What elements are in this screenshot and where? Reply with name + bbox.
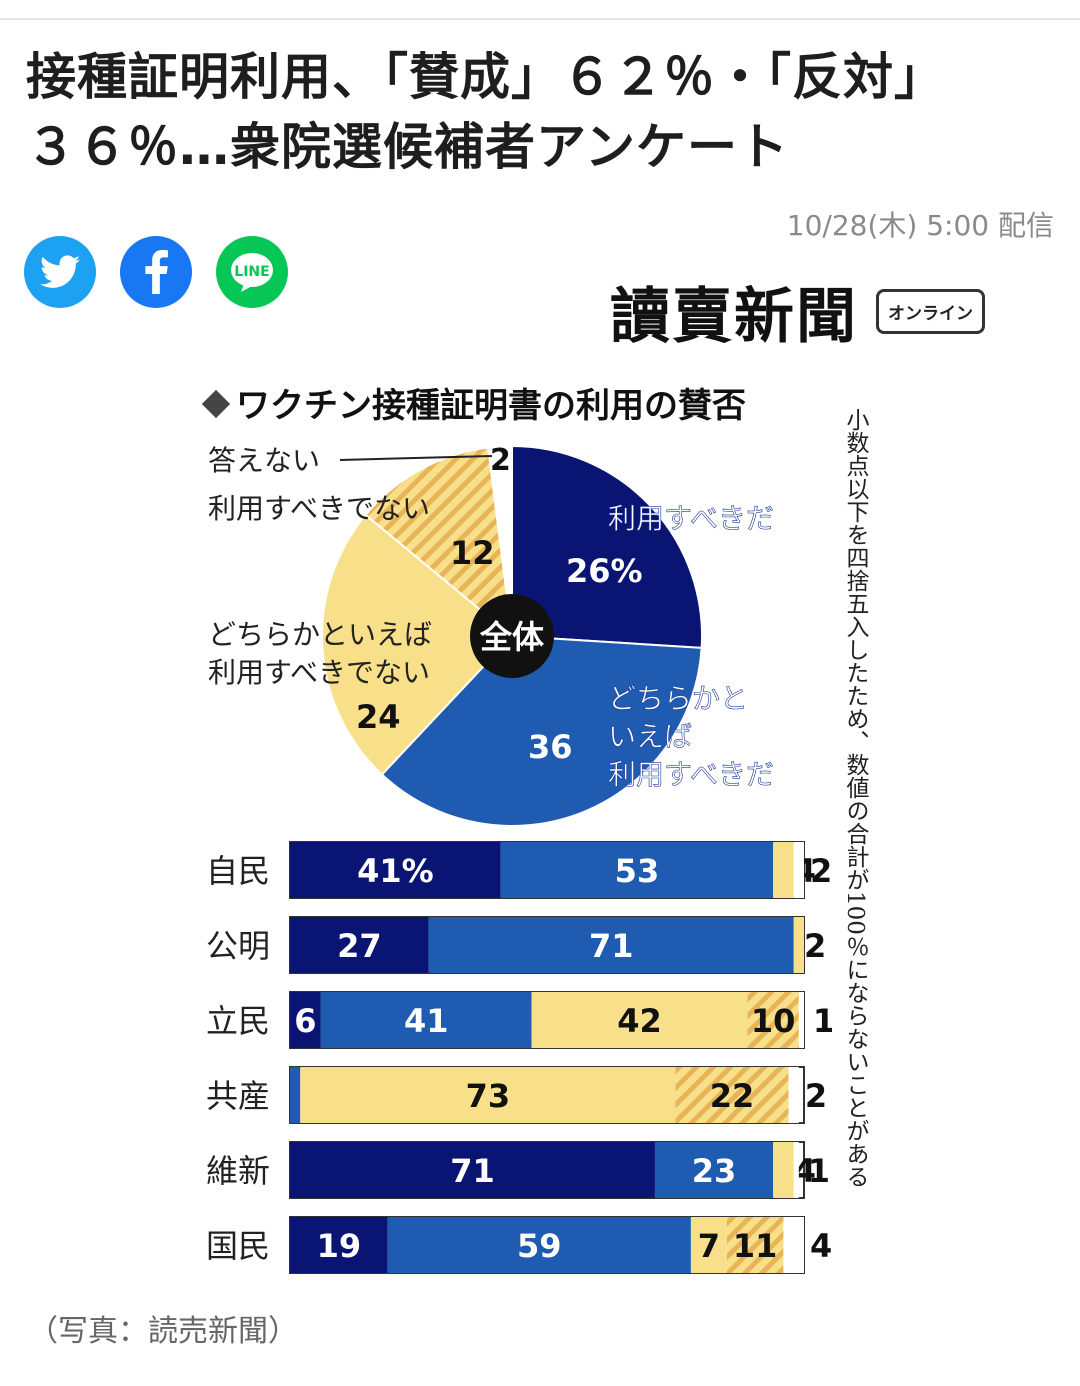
line-share-button[interactable]: LINE xyxy=(216,236,288,308)
pie-value-no-answer: 2 xyxy=(490,443,511,478)
pie-center-label: 全体 xyxy=(479,618,544,656)
bar-segment xyxy=(290,917,429,973)
headline-line-2: ３６％…衆院選候補者アンケート xyxy=(26,118,789,176)
bar-value-label: 11 xyxy=(733,1227,778,1265)
bar-value-label: 73 xyxy=(466,1077,511,1115)
bar-segment xyxy=(690,1217,727,1273)
facebook-share-button[interactable] xyxy=(120,236,192,308)
bar-value-label: 22 xyxy=(710,1077,755,1115)
party-label: 国民 xyxy=(206,1227,270,1265)
bar-segment xyxy=(500,842,774,898)
bar-segment xyxy=(793,842,804,898)
bar-value-label: 6 xyxy=(294,1002,316,1040)
pie-slice-should-not xyxy=(364,446,514,639)
bar-value-label: 53 xyxy=(615,852,660,890)
bar-segment xyxy=(747,992,799,1048)
bar-segment xyxy=(290,1217,388,1273)
bar-value-label: 7 xyxy=(698,1227,720,1265)
bar-value-label: 59 xyxy=(517,1227,562,1265)
bar-value-label: 2 xyxy=(805,1077,827,1115)
publisher-badge: オンライン xyxy=(876,289,985,334)
bar-value-label: 23 xyxy=(692,1152,737,1190)
bar-segment xyxy=(793,917,804,973)
publisher-logo: 讀賣新聞 xyxy=(610,282,858,352)
pie-value-should: 26% xyxy=(566,552,643,590)
pie-value-rather-should: 36 xyxy=(528,728,573,766)
article-figure[interactable]: ワクチン接種証明書の利用の賛否 答えない 2 利用すべきでない 12 どちらかと… xyxy=(200,372,876,1292)
pie-label-rather-should-3: 利用すべきだ xyxy=(608,758,774,791)
bar-value-label: 1 xyxy=(813,1002,832,1040)
bar-segment xyxy=(798,992,804,1048)
bar-segment xyxy=(793,1142,799,1198)
bar-value-label: 27 xyxy=(337,927,382,965)
pie-slice-no-answer xyxy=(487,444,513,637)
party-label: 維新 xyxy=(206,1152,270,1190)
bar-segment xyxy=(773,842,794,898)
bar-value-label: 41% xyxy=(357,852,434,890)
pie-slice-should xyxy=(511,444,703,649)
pie-slice-rather-should xyxy=(380,634,703,827)
bar-segment xyxy=(290,992,321,1048)
bar-value-label: 71 xyxy=(450,1152,495,1190)
bar-segment xyxy=(773,1142,794,1198)
bar-value-label: 71 xyxy=(589,927,634,965)
vaccine-certificate-chart: 答えない 2 利用すべきでない 12 どちらかといえば 利用すべきでない 24 … xyxy=(206,443,832,1274)
headline-line-1: 接種証明利用、「賛成」６２％・「反対」 xyxy=(26,48,945,106)
bar-value-label: 2 xyxy=(804,927,826,965)
bar-segment xyxy=(783,1217,804,1273)
figure-title-text: ワクチン接種証明書の利用の賛否 xyxy=(236,386,746,426)
bar-value-label: 1 xyxy=(808,1152,830,1190)
bar-value-label: 19 xyxy=(317,1227,362,1265)
publish-date: 10/28(木) 5:00 配信 xyxy=(786,209,1054,242)
bar-value-label: 10 xyxy=(751,1002,796,1040)
bar-segment xyxy=(428,917,794,973)
facebook-icon xyxy=(145,250,168,294)
party-label: 自民 xyxy=(206,852,270,890)
pie-label-rather-not-1: どちらかといえば xyxy=(208,618,432,651)
article-headline: 接種証明利用、「賛成」６２％・「反対」 ３６％…衆院選候補者アンケート xyxy=(26,42,1056,182)
pie-value-should-not: 12 xyxy=(450,534,495,572)
pie-value-rather-not: 24 xyxy=(356,698,401,736)
pie-label-rather-not-2: 利用すべきでない xyxy=(208,656,430,689)
pie-label-rather-should-1: どちらかと xyxy=(608,682,748,715)
pie-label-no-answer: 答えない xyxy=(208,444,320,477)
bar-value-label: 42 xyxy=(617,1002,662,1040)
bar-value-label: 4 xyxy=(794,1152,816,1190)
bar-value-label: 41 xyxy=(404,1002,449,1040)
line-icon: LINE xyxy=(231,253,273,292)
top-divider xyxy=(0,18,1080,20)
party-label: 立民 xyxy=(206,1002,270,1040)
bar-value-label: 4 xyxy=(810,1227,832,1265)
bar-segment xyxy=(290,1142,655,1198)
pie-label-should: 利用すべきだ xyxy=(608,502,774,535)
bar-segment xyxy=(320,992,532,1048)
bar-value-label: 2 xyxy=(810,852,832,890)
bar-segment xyxy=(788,1067,799,1123)
bar-segment xyxy=(290,1067,301,1123)
bar-segment xyxy=(387,1217,691,1273)
twitter-share-button[interactable] xyxy=(24,236,96,308)
party-label: 公明 xyxy=(206,927,270,965)
rounding-note: 小数点以下を四捨五入したため、数値の合計が100％にならないことがある xyxy=(842,408,868,1188)
figure-title: ワクチン接種証明書の利用の賛否 xyxy=(201,378,746,427)
no-answer-leader-line xyxy=(339,455,493,461)
pie-label-rather-should-2: いえば xyxy=(608,720,692,753)
pie-center-disc xyxy=(470,594,554,678)
bar-segment xyxy=(531,992,748,1048)
pie-slice-rather-not xyxy=(321,513,514,776)
party-bar-chart: 自民41%5342公明27712立民64142101共産273222維新7123… xyxy=(206,841,832,1274)
bar-segment xyxy=(290,842,501,898)
twitter-icon xyxy=(40,255,80,288)
photo-caption: （写真：読売新聞） xyxy=(28,1314,298,1349)
bar-segment xyxy=(654,1142,774,1198)
party-label: 共産 xyxy=(206,1077,270,1115)
bar-segment xyxy=(675,1067,789,1123)
publisher-brand[interactable]: 讀賣新聞 オンライン xyxy=(610,268,985,355)
line-icon-label: LINE xyxy=(234,264,269,280)
pie-chart xyxy=(321,444,703,827)
pie-label-should-not: 利用すべきでない xyxy=(208,492,430,525)
bar-segment xyxy=(726,1217,784,1273)
bar-segment xyxy=(300,1067,676,1123)
